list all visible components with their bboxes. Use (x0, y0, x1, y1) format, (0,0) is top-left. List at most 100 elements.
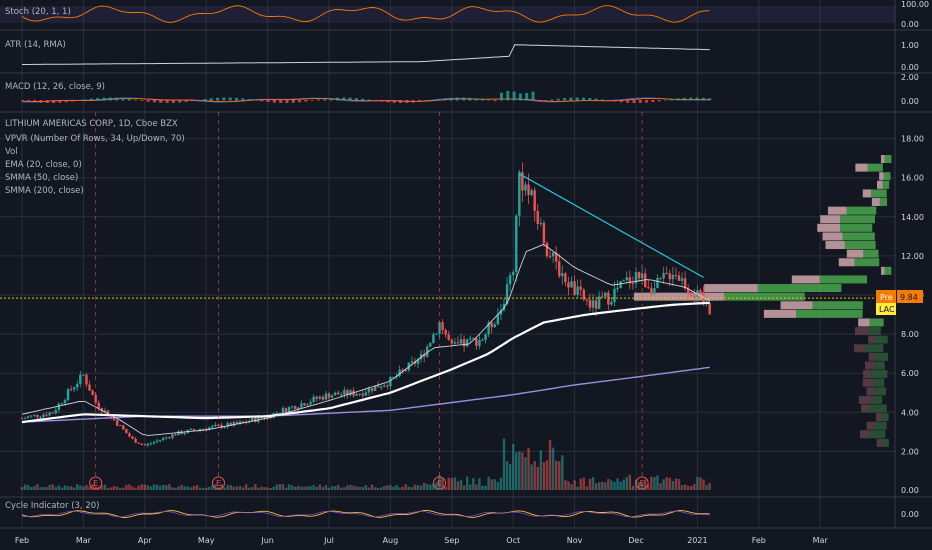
volume-bar-46 (162, 484, 165, 490)
candle-body-1 (23, 417, 27, 419)
macd-hist-102 (664, 99, 668, 101)
macd-hist-19 (140, 100, 144, 101)
vpvr-down-3 (875, 413, 883, 422)
volume-bar-164 (524, 457, 527, 490)
vpvr-down-18 (704, 284, 758, 293)
candle-body-85 (281, 408, 285, 414)
candle-body-186 (591, 300, 595, 308)
candle-body-117 (379, 386, 383, 388)
volume-bar-124 (401, 486, 404, 490)
macd-tick-0: 0.00 (901, 97, 919, 106)
macd-hist-55 (367, 99, 371, 101)
candle-body-144 (462, 339, 466, 347)
volume-bar-161 (515, 452, 518, 490)
volume-bar-182 (579, 478, 582, 490)
x-tick-9: Nov (567, 536, 583, 545)
candle-body-188 (597, 296, 601, 309)
macd-hist-47 (317, 99, 321, 101)
macd-hist-6 (58, 100, 62, 103)
candle-body-106 (346, 390, 349, 396)
vpvr-up-13 (869, 327, 881, 336)
macd-hist-20 (146, 100, 150, 102)
candle-body-168 (536, 210, 539, 224)
candle-body-193 (613, 288, 616, 303)
candle-body-183 (582, 289, 586, 300)
vpvr-down-12 (868, 335, 876, 344)
candle-body-212 (671, 274, 675, 280)
volume-bar-36 (131, 486, 134, 490)
candle-body-159 (508, 275, 512, 285)
macd-hist-97 (632, 100, 636, 103)
vpvr-down-1 (859, 430, 870, 439)
candle-body-224 (708, 302, 711, 315)
pre-tag-bg (876, 290, 896, 303)
volume-bar-145 (465, 476, 469, 490)
candle-body-200 (634, 272, 638, 284)
macd-hist-106 (689, 97, 693, 101)
volume-bar-9 (48, 484, 51, 490)
pre-value-bg (897, 290, 923, 303)
volume-bar-154 (493, 479, 496, 490)
vpvr-down-33 (880, 155, 885, 164)
volume-bar-181 (576, 486, 579, 490)
volume-bar-69 (232, 486, 236, 490)
volume-bar-70 (235, 486, 239, 490)
candle-body-150 (481, 339, 484, 341)
vpvr-up-11 (865, 344, 884, 353)
candle-body-91 (300, 403, 303, 408)
macd-hist-67 (443, 98, 447, 101)
macd-hist-21 (152, 100, 156, 103)
candle-body-143 (459, 339, 463, 344)
macd-hist-2 (33, 100, 37, 103)
volume-bar-130 (419, 485, 423, 490)
earnings-label-3: E (640, 479, 645, 488)
volume-bar-192 (610, 480, 613, 490)
candle-body-7 (42, 414, 45, 417)
volume-bar-155 (496, 482, 500, 490)
candle-body-15 (66, 389, 70, 401)
macd-hist-29 (203, 99, 207, 101)
earnings-label-0: E (93, 479, 98, 488)
volume-bar-60 (205, 487, 208, 490)
volume-bar-138 (444, 486, 447, 490)
volume-tick-0: 0.00 (901, 486, 919, 495)
volume-bar-34 (125, 484, 128, 490)
macd-hist-70 (462, 97, 466, 101)
volume-profile (633, 155, 892, 447)
candle-body-164 (524, 184, 527, 191)
volume-bar-66 (223, 487, 226, 490)
volume-bar-171 (545, 460, 549, 490)
macd-hist-87 (569, 97, 573, 101)
volume-bar-115 (373, 487, 377, 490)
candle-body-135 (435, 333, 438, 335)
price-tick-3: 8.00 (901, 330, 919, 339)
volume-bar-158 (505, 461, 509, 490)
candle-body-6 (39, 416, 42, 418)
volume-bar-184 (585, 486, 589, 490)
macd-hist-56 (373, 100, 377, 101)
volume-bar-19 (79, 485, 82, 490)
volume-bar-149 (478, 478, 481, 490)
volume-bar-44 (155, 484, 159, 490)
volume-bar-90 (297, 485, 300, 490)
stoch-tick-100: 100.00 (901, 0, 929, 9)
candle-body-95 (312, 396, 315, 402)
candle-body-213 (674, 274, 678, 276)
candle-body-37 (134, 438, 137, 443)
macd-hist-30 (209, 98, 213, 101)
macd-hist-34 (235, 97, 239, 101)
candle-body-179 (570, 281, 573, 288)
macd-hist-40 (272, 100, 276, 103)
vpvr-down-27 (827, 206, 847, 215)
candle-body-145 (465, 339, 469, 347)
volume-bar-122 (395, 484, 398, 490)
candle-body-33 (122, 425, 125, 430)
macd-hist-38 (260, 100, 264, 102)
candle-body-141 (453, 342, 457, 344)
volume-bar-213 (674, 478, 678, 490)
volume-bar-76 (254, 484, 257, 490)
volume-bar-117 (379, 487, 383, 490)
stoch-tick-0: 0.00 (901, 20, 919, 29)
volume-bar-28 (106, 487, 110, 490)
candle-body-209 (662, 272, 665, 279)
